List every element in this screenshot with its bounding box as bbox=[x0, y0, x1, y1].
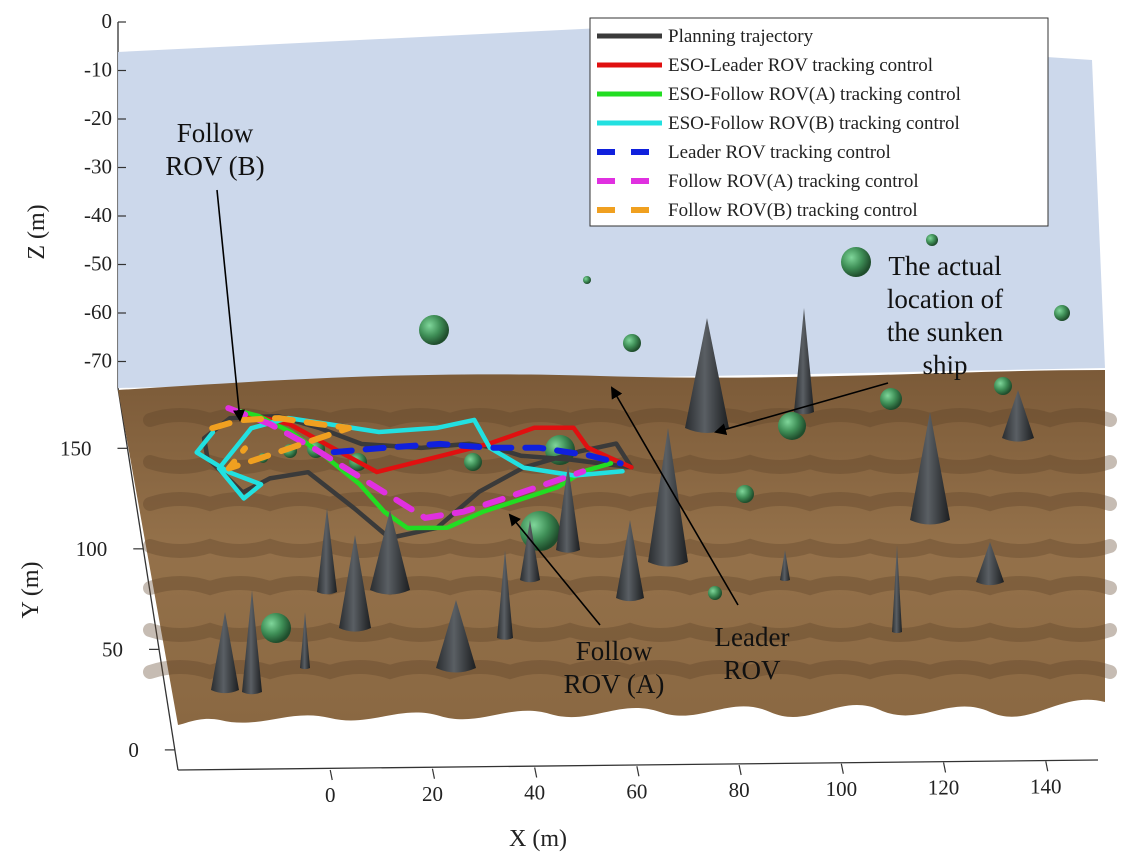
y-tick-label: 50 bbox=[102, 637, 123, 661]
series-line-3 bbox=[226, 405, 614, 531]
obstacle-sphere bbox=[926, 234, 938, 246]
x-tick-mark bbox=[840, 763, 844, 774]
obstacle-sphere bbox=[419, 315, 449, 345]
x-tick-label: 20 bbox=[422, 782, 443, 806]
z-axis-ticks: 0 -10 -20 -30 -40 -50 -60 -70 bbox=[84, 9, 126, 373]
seabed-wave bbox=[143, 492, 1117, 512]
annotation-label: The actual location of the sunken ship bbox=[887, 251, 1004, 380]
series-group bbox=[194, 405, 634, 541]
annotation-arrow bbox=[714, 382, 889, 436]
legend: Planning trajectory ESO-Leader ROV tracki… bbox=[589, 17, 1049, 227]
seabed-cone bbox=[556, 465, 580, 553]
annotations-group: Follow ROV (B) Follow ROV (A) Leader ROV The a… bbox=[165, 118, 1003, 699]
z-tick-label: -40 bbox=[84, 203, 112, 227]
series-line-6 bbox=[225, 405, 587, 521]
seabed-cone bbox=[370, 510, 410, 595]
y-tick-label: 0 bbox=[128, 738, 139, 762]
obstacle-sphere bbox=[708, 586, 722, 600]
annotation-arrow bbox=[610, 386, 739, 606]
y-axis-ticks: 0 50 100 150 bbox=[60, 436, 175, 762]
legend-item-label: ESO-Follow ROV(B) tracking control bbox=[668, 113, 960, 134]
z-axis-label: Z (m) bbox=[24, 204, 50, 259]
seabed-cone bbox=[1002, 390, 1034, 442]
z-tick-label: -20 bbox=[84, 106, 112, 130]
seabed-cone bbox=[211, 612, 239, 694]
obstacle-sphere bbox=[464, 453, 482, 471]
seabed-wave bbox=[143, 622, 1117, 642]
seabed-cone bbox=[910, 412, 950, 525]
obstacle-sphere bbox=[778, 412, 806, 440]
y-tick-label: 100 bbox=[76, 537, 108, 561]
z-tick-label: -60 bbox=[84, 300, 112, 324]
annotation-label: Leader ROV bbox=[715, 622, 790, 685]
y-axis-line bbox=[117, 387, 179, 771]
x-tick-label: 140 bbox=[1030, 774, 1062, 798]
obstacle-sphere bbox=[736, 485, 754, 503]
z-tick-label: -70 bbox=[84, 349, 112, 373]
seabed-cone bbox=[497, 550, 513, 640]
x-tick-mark bbox=[329, 769, 333, 781]
seabed-cone bbox=[685, 318, 729, 433]
legend-item-label: Leader ROV tracking control bbox=[668, 142, 891, 163]
x-axis-line bbox=[177, 759, 1099, 771]
seabed-cone bbox=[520, 520, 540, 583]
seabed-cone bbox=[300, 612, 310, 670]
obstacle-sphere bbox=[841, 247, 871, 277]
seabed-cone bbox=[892, 545, 902, 634]
x-tick-mark bbox=[942, 762, 947, 773]
y-tick-label: 150 bbox=[60, 436, 92, 460]
legend-item-label: Follow ROV(B) tracking control bbox=[668, 200, 918, 221]
legend-item-label: Follow ROV(A) tracking control bbox=[668, 171, 919, 192]
seabed-cone bbox=[339, 535, 371, 632]
x-tick-mark bbox=[738, 764, 742, 776]
obstacle-sphere bbox=[1054, 305, 1070, 321]
x-tick-mark bbox=[636, 766, 640, 777]
seabed-cone bbox=[317, 508, 337, 595]
cones-front bbox=[211, 428, 1004, 695]
seabed-cone bbox=[780, 550, 790, 582]
legend-item-label: Planning trajectory bbox=[668, 26, 814, 47]
annotation-label: Follow ROV (A) bbox=[564, 636, 665, 699]
annotation-arrow bbox=[508, 513, 601, 626]
cones-back bbox=[685, 308, 1034, 525]
z-tick-label: -10 bbox=[84, 58, 112, 82]
seabed-cone bbox=[242, 590, 262, 695]
annotation-label: Follow ROV (B) bbox=[165, 118, 264, 181]
x-axis-label: X (m) bbox=[509, 826, 567, 852]
seabed-cone bbox=[648, 428, 688, 567]
seabed-cone bbox=[436, 600, 476, 673]
series-line-5 bbox=[330, 440, 624, 467]
z-tick-label: 0 bbox=[102, 9, 113, 33]
x-tick-label: 100 bbox=[826, 777, 858, 801]
obstacle-sphere bbox=[994, 377, 1012, 395]
obstacle-sphere bbox=[623, 334, 641, 352]
z-tick-label: -50 bbox=[84, 252, 112, 276]
x-axis-ticks: 020406080100120140160 bbox=[325, 761, 1062, 807]
seabed-wave bbox=[143, 660, 1117, 680]
x-tick-label: 40 bbox=[524, 781, 545, 805]
x-tick-label: 0 bbox=[325, 783, 336, 807]
seabed-cone bbox=[976, 542, 1004, 586]
y-axis-label: Y (m) bbox=[18, 561, 44, 618]
x-tick-mark bbox=[1045, 761, 1049, 772]
seabed-cone bbox=[794, 308, 814, 415]
obstacle-sphere bbox=[261, 613, 291, 643]
obstacle-sphere bbox=[880, 388, 902, 410]
x-tick-label: 80 bbox=[729, 778, 750, 802]
x-tick-mark bbox=[431, 768, 436, 779]
legend-box bbox=[589, 17, 1049, 227]
seabed-cone bbox=[616, 520, 644, 602]
obstacle-sphere bbox=[583, 276, 591, 284]
x-tick-mark bbox=[534, 767, 538, 778]
legend-item-label: ESO-Leader ROV tracking control bbox=[668, 55, 933, 76]
legend-item-label: ESO-Follow ROV(A) tracking control bbox=[668, 84, 961, 105]
annotation-arrow bbox=[216, 189, 245, 422]
x-tick-label: 120 bbox=[928, 776, 960, 800]
series-line-7 bbox=[209, 415, 352, 472]
z-tick-label: -30 bbox=[84, 155, 112, 179]
x-tick-label: 60 bbox=[626, 779, 647, 803]
series-line-1 bbox=[201, 413, 634, 541]
